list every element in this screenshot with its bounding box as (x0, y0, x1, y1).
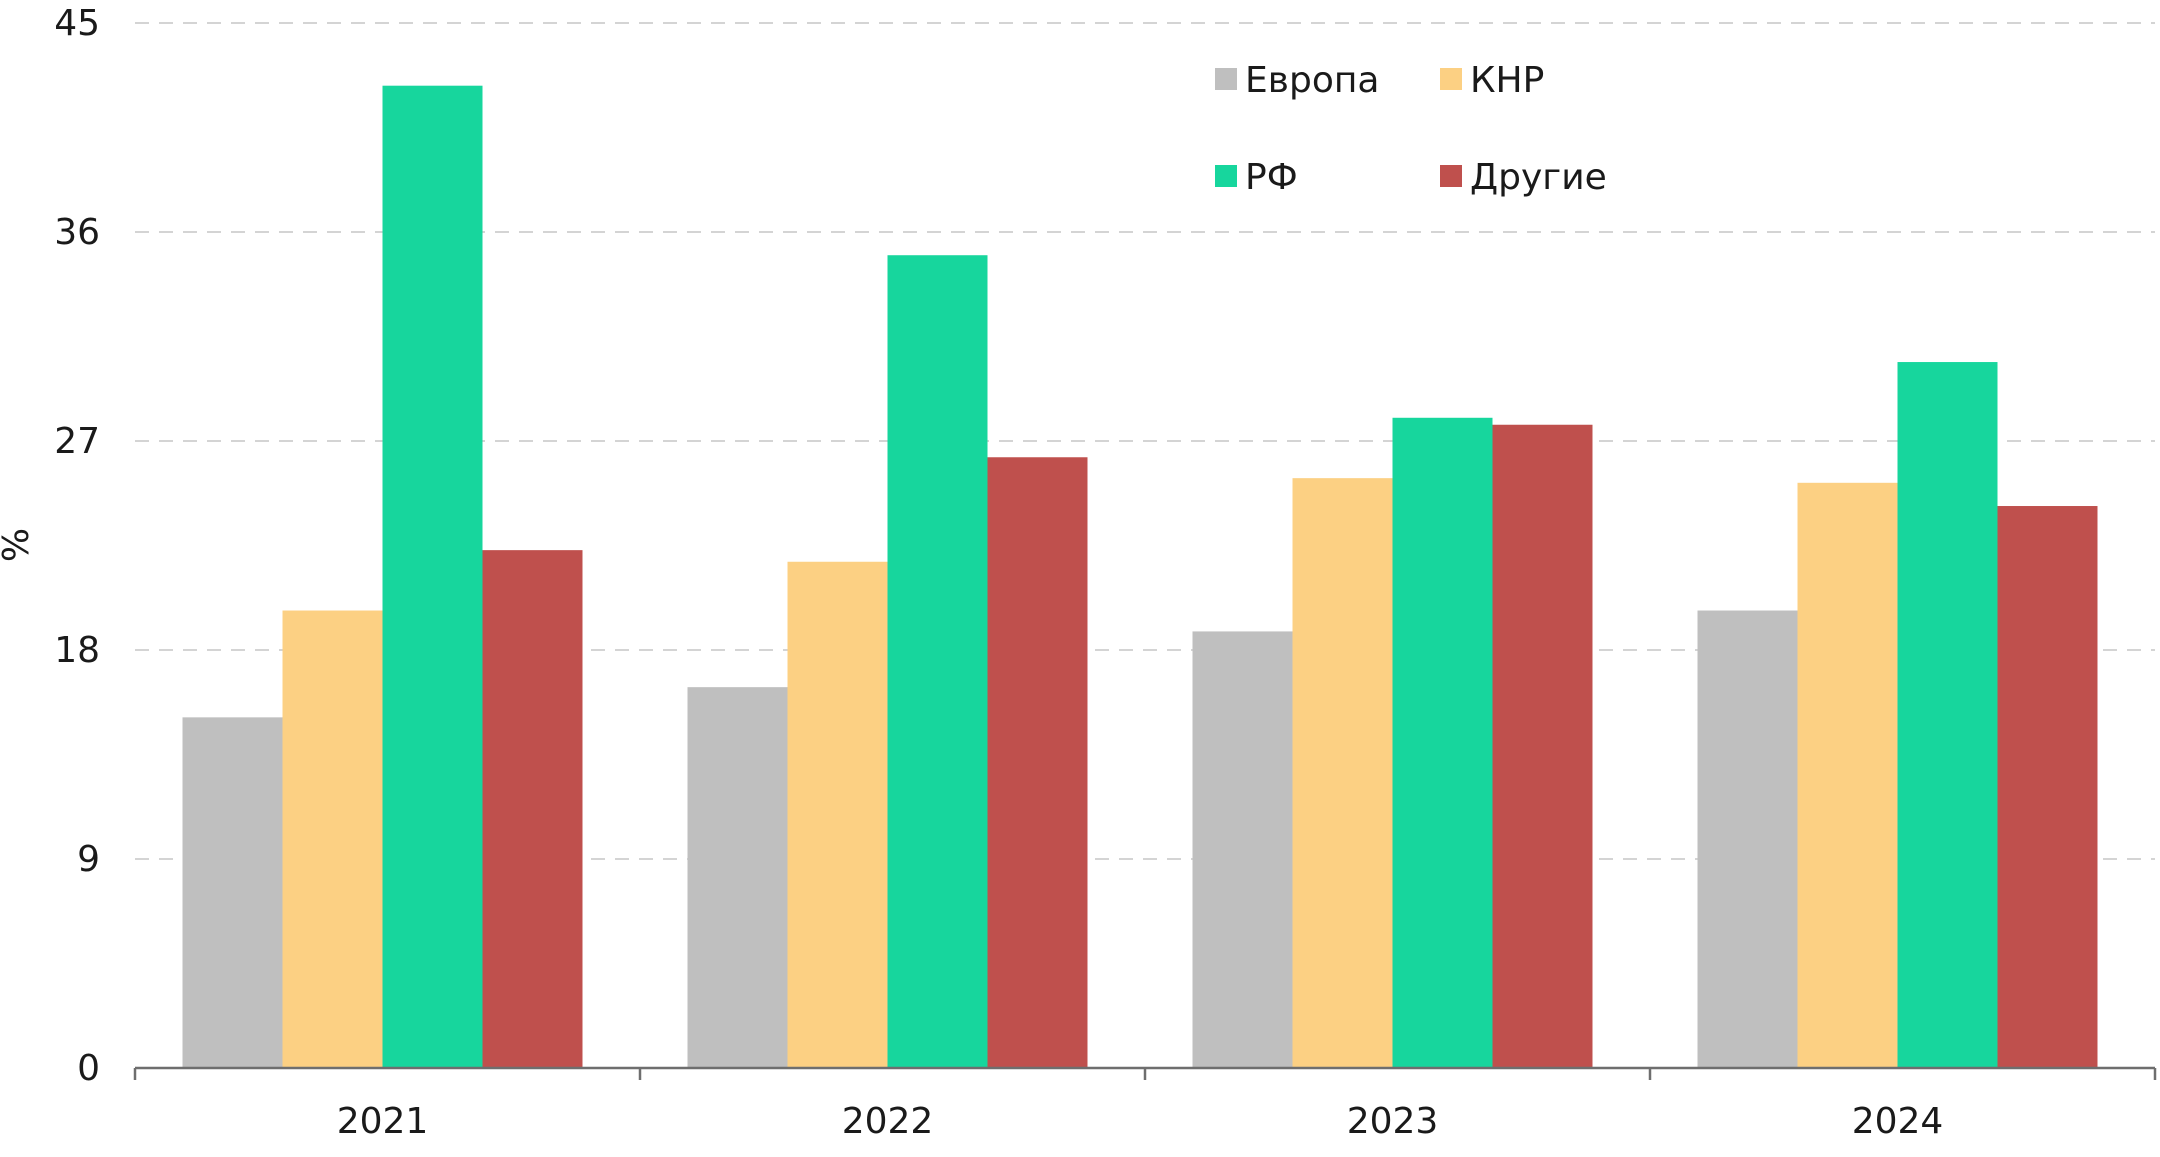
y-axis-title: % (0, 528, 37, 562)
bar (1797, 482, 1898, 1068)
y-tick-label: 0 (77, 1048, 100, 1089)
legend-swatch (1440, 68, 1462, 90)
x-category-label: 2024 (1852, 1101, 1944, 1142)
legend-label: РФ (1245, 157, 1298, 198)
legend-label: Европа (1245, 60, 1379, 101)
y-tick-labels: 0 9 18 27 36 45 (54, 3, 100, 1089)
bar (1897, 362, 1998, 1068)
y-tick-label: 36 (54, 212, 100, 253)
y-tick-label: 27 (54, 421, 100, 462)
bar (1697, 610, 1798, 1068)
legend-swatch (1215, 68, 1237, 90)
y-tick-label: 9 (77, 839, 100, 880)
bar (787, 561, 888, 1068)
x-category-label: 2021 (337, 1101, 429, 1142)
bar (482, 550, 583, 1068)
bar (987, 457, 1088, 1068)
bar (382, 85, 483, 1068)
legend-label: КНР (1470, 60, 1544, 101)
legend-swatch (1440, 165, 1462, 187)
axes (133, 1066, 2157, 1080)
legend-swatch (1215, 165, 1237, 187)
legend-label: Другие (1470, 157, 1607, 198)
legend: Европа КНР РФ Другие (1215, 60, 1607, 198)
bar (1292, 478, 1393, 1069)
bars (182, 85, 2098, 1069)
bar (687, 687, 788, 1068)
bar (887, 255, 988, 1068)
bar (1192, 631, 1293, 1068)
bar (182, 717, 283, 1068)
x-category-labels: 2021 2022 2023 2024 (337, 1101, 1944, 1142)
bar (282, 610, 383, 1068)
y-tick-label: 45 (54, 3, 100, 44)
x-category-label: 2023 (1347, 1101, 1439, 1142)
y-tick-label: 18 (54, 630, 100, 671)
x-category-label: 2022 (842, 1101, 934, 1142)
bar (1392, 417, 1493, 1068)
bar (1492, 424, 1593, 1068)
bar (1997, 506, 2098, 1068)
